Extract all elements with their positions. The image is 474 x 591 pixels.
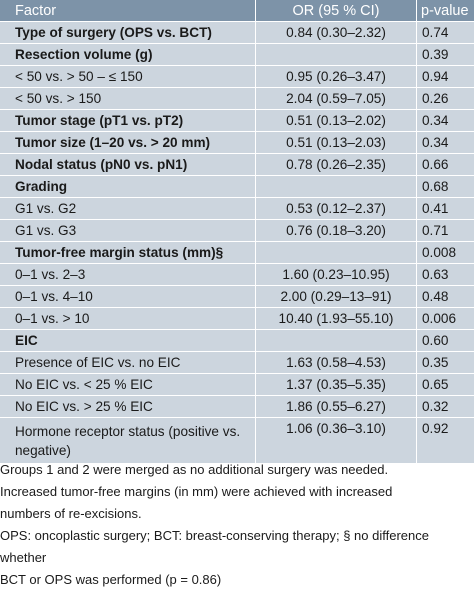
table-row: Nodal status (pN0 vs. pN1) 0.78 (0.26–2.3… xyxy=(0,154,474,176)
p-value-cell: 0.74 xyxy=(416,22,474,44)
table-row: Type of surgery (OPS vs. BCT) 0.84 (0.30–… xyxy=(0,22,474,44)
factor-cell: G1 vs. G2 xyxy=(0,198,255,220)
footnote-line: Increased tumor-free margins (in mm) wer… xyxy=(0,484,393,499)
table-row: Resection volume (g) 0.39 xyxy=(0,44,474,66)
odds-ratio-cell: 0.78 (0.26–2.35) xyxy=(255,154,416,176)
odds-ratio-cell: 0.53 (0.12–2.37) xyxy=(255,198,416,220)
footnote-line: Groups 1 and 2 were merged as no additio… xyxy=(0,462,389,477)
table-row: 0–1 vs. 2–3 1.60 (0.23–10.95) 0.63 xyxy=(0,264,474,286)
footnote-line: numbers of re-excisions. xyxy=(0,506,142,521)
factor-cell: No EIC vs. > 25 % EIC xyxy=(0,396,255,418)
odds-ratio-cell xyxy=(255,44,416,66)
factor-cell: Resection volume (g) xyxy=(0,44,255,66)
table-row: 0–1 vs. > 10 10.40 (1.93–55.10) 0.006 xyxy=(0,308,474,330)
table-row: G1 vs. G3 0.76 (0.18–3.20) 0.71 xyxy=(0,220,474,242)
p-value-cell: 0.26 xyxy=(416,88,474,110)
odds-ratio-cell: 2.04 (0.59–7.05) xyxy=(255,88,416,110)
odds-ratio-cell: 0.76 (0.18–3.20) xyxy=(255,220,416,242)
odds-ratio-cell: 0.51 (0.13–2.03) xyxy=(255,132,416,154)
p-value-cell: 0.68 xyxy=(416,176,474,198)
header-row: Factor OR (95 % CI) p-value xyxy=(0,0,474,22)
table-row: 0–1 vs. 4–10 2.00 (0.29–13–91) 0.48 xyxy=(0,286,474,308)
table-row: Presence of EIC vs. no EIC 1.63 (0.58–4.5… xyxy=(0,352,474,374)
odds-ratio-cell: 1.06 (0.36–3.10) xyxy=(255,418,416,464)
p-value-cell: 0.65 xyxy=(416,374,474,396)
factor-cell: Nodal status (pN0 vs. pN1) xyxy=(0,154,255,176)
factor-cell: 0–1 vs. > 10 xyxy=(0,308,255,330)
p-value-cell: 0.63 xyxy=(416,264,474,286)
p-value-cell: 0.48 xyxy=(416,286,474,308)
odds-ratio-cell xyxy=(255,330,416,352)
p-value-cell: 0.008 xyxy=(416,242,474,264)
p-value-cell: 0.006 xyxy=(416,308,474,330)
table-row: No EIC vs. < 25 % EIC 1.37 (0.35–5.35) 0.6… xyxy=(0,374,474,396)
footnote-line: BCT or OPS was performed (p = 0.86) xyxy=(0,572,222,587)
factor-cell: EIC xyxy=(0,330,255,352)
factor-cell: Grading xyxy=(0,176,255,198)
p-value-cell: 0.92 xyxy=(416,418,474,464)
table-body: Type of surgery (OPS vs. BCT) 0.84 (0.30–… xyxy=(0,22,474,464)
factor-cell: Hormone receptor status (positive vs. ne… xyxy=(0,418,255,464)
odds-ratio-cell: 1.86 (0.55–6.27) xyxy=(255,396,416,418)
table-row: No EIC vs. > 25 % EIC 1.86 (0.55–6.27) 0.3… xyxy=(0,396,474,418)
factor-cell: Tumor size (1–20 vs. > 20 mm) xyxy=(0,132,255,154)
p-value-cell: 0.60 xyxy=(416,330,474,352)
odds-ratio-cell: 0.84 (0.30–2.32) xyxy=(255,22,416,44)
table-row: Tumor stage (pT1 vs. pT2) 0.51 (0.13–2.02… xyxy=(0,110,474,132)
table-row: Tumor-free margin status (mm)§ 0.008 xyxy=(0,242,474,264)
odds-ratio-cell xyxy=(255,242,416,264)
odds-ratio-cell: 0.51 (0.13–2.02) xyxy=(255,110,416,132)
factor-cell: < 50 vs. > 50 – ≤ 150 xyxy=(0,66,255,88)
odds-ratio-cell: 0.95 (0.26–3.47) xyxy=(255,66,416,88)
header-factor: Factor xyxy=(0,0,255,22)
table-footnotes: Groups 1 and 2 were merged as no additio… xyxy=(0,459,474,591)
p-value-cell: 0.39 xyxy=(416,44,474,66)
table-row: Hormone receptor status (positive vs. ne… xyxy=(0,418,474,464)
table-row: G1 vs. G2 0.53 (0.12–2.37) 0.41 xyxy=(0,198,474,220)
table-row: EIC 0.60 xyxy=(0,330,474,352)
table-row: Grading 0.68 xyxy=(0,176,474,198)
p-value-cell: 0.41 xyxy=(416,198,474,220)
table-row: < 50 vs. > 50 – ≤ 150 0.95 (0.26–3.47) 0.9… xyxy=(0,66,474,88)
factor-cell: Tumor stage (pT1 vs. pT2) xyxy=(0,110,255,132)
odds-ratio-cell: 1.60 (0.23–10.95) xyxy=(255,264,416,286)
factor-cell: No EIC vs. < 25 % EIC xyxy=(0,374,255,396)
factor-cell: < 50 vs. > 150 xyxy=(0,88,255,110)
p-value-cell: 0.34 xyxy=(416,132,474,154)
odds-ratio-cell: 10.40 (1.93–55.10) xyxy=(255,308,416,330)
header-odds-ratio: OR (95 % CI) xyxy=(255,0,416,22)
footnote-line: OPS: oncoplastic surgery; BCT: breast-co… xyxy=(0,528,429,565)
results-table: Factor OR (95 % CI) p-value Type of surg… xyxy=(0,0,474,464)
odds-ratio-cell: 1.63 (0.58–4.53) xyxy=(255,352,416,374)
odds-ratio-cell: 2.00 (0.29–13–91) xyxy=(255,286,416,308)
p-value-cell: 0.66 xyxy=(416,154,474,176)
factor-cell: Type of surgery (OPS vs. BCT) xyxy=(0,22,255,44)
table-header: Factor OR (95 % CI) p-value xyxy=(0,0,474,22)
p-value-cell: 0.71 xyxy=(416,220,474,242)
table-row: < 50 vs. > 150 2.04 (0.59–7.05) 0.26 xyxy=(0,88,474,110)
odds-ratio-cell xyxy=(255,176,416,198)
p-value-cell: 0.35 xyxy=(416,352,474,374)
factor-cell: 0–1 vs. 2–3 xyxy=(0,264,255,286)
p-value-cell: 0.94 xyxy=(416,66,474,88)
factor-cell: G1 vs. G3 xyxy=(0,220,255,242)
p-value-cell: 0.34 xyxy=(416,110,474,132)
header-p-value: p-value xyxy=(416,0,474,22)
odds-ratio-cell: 1.37 (0.35–5.35) xyxy=(255,374,416,396)
factor-cell: Tumor-free margin status (mm)§ xyxy=(0,242,255,264)
p-value-cell: 0.32 xyxy=(416,396,474,418)
factor-cell: 0–1 vs. 4–10 xyxy=(0,286,255,308)
table-row: Tumor size (1–20 vs. > 20 mm) 0.51 (0.13–… xyxy=(0,132,474,154)
factor-cell: Presence of EIC vs. no EIC xyxy=(0,352,255,374)
